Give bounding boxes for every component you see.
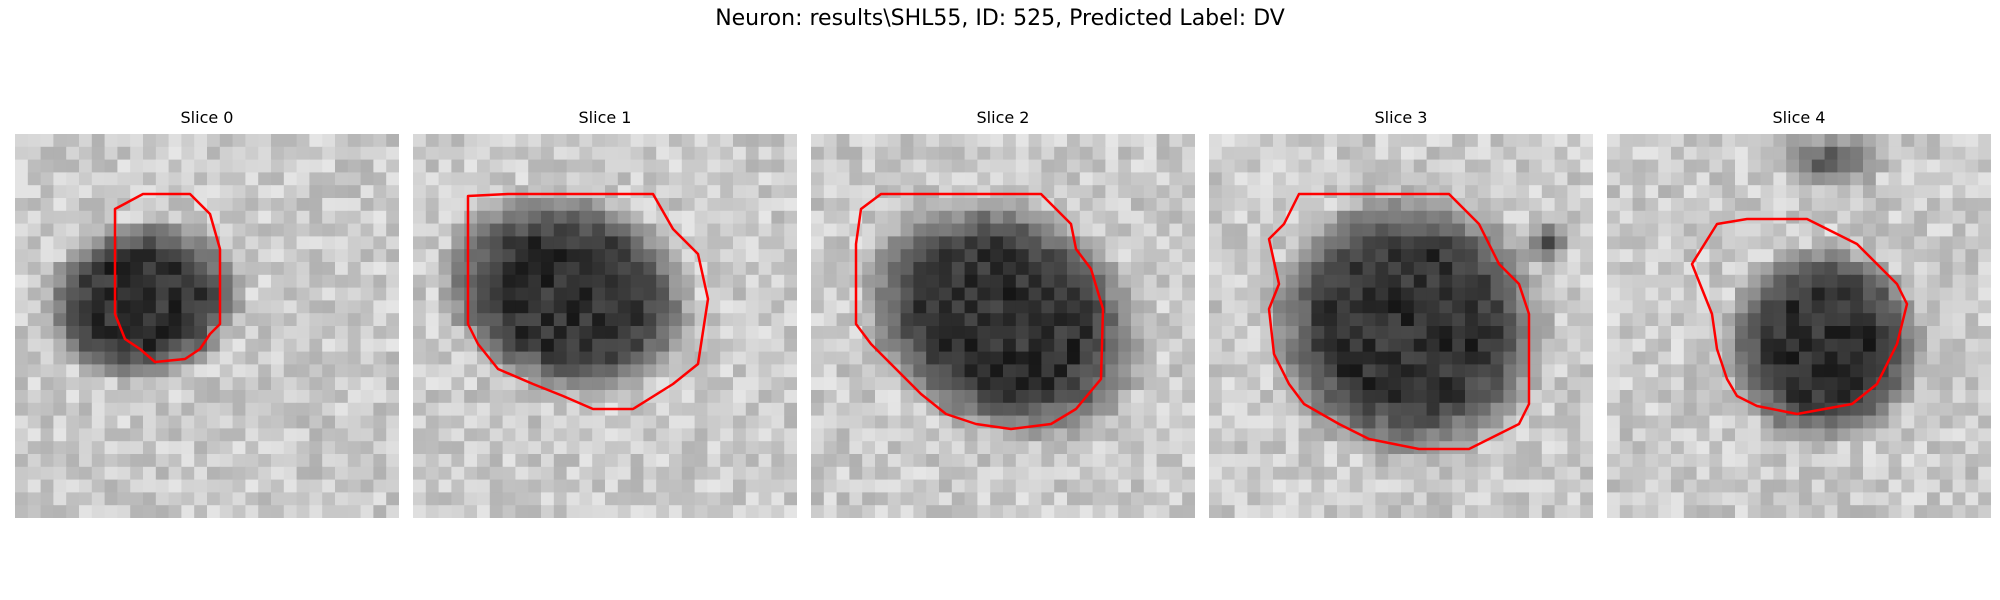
roi-contour <box>1690 217 1909 416</box>
roi-contour <box>854 192 1105 431</box>
slice-title: Slice 1 <box>578 108 632 127</box>
slice-image <box>413 134 797 518</box>
slice-image <box>15 134 399 518</box>
slice-title: Slice 0 <box>180 108 234 127</box>
roi-contour <box>113 192 222 364</box>
roi-contour <box>1267 192 1531 451</box>
figure-title: Neuron: results\SHL55, ID: 525, Predicte… <box>715 6 1285 31</box>
slice-title: Slice 3 <box>1374 108 1428 127</box>
slice-image <box>1209 134 1593 518</box>
slice-image <box>1607 134 1991 518</box>
slice-image <box>811 134 1195 518</box>
slice-title: Slice 4 <box>1772 108 1826 127</box>
roi-contour <box>466 192 710 411</box>
slice-title: Slice 2 <box>976 108 1030 127</box>
